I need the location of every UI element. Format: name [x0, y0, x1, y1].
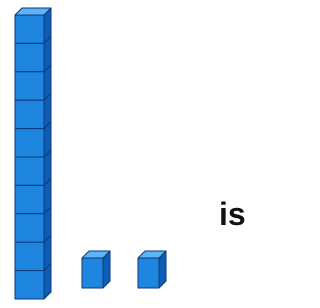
- cube-front: [138, 258, 159, 288]
- cube-front: [15, 157, 44, 185]
- cube-front: [15, 15, 44, 43]
- cube-front: [15, 214, 44, 242]
- base-ten-blocks: is: [0, 0, 268, 308]
- cube-front: [15, 100, 44, 128]
- cubes: [15, 8, 166, 299]
- page: is (() => { const data = JSON.parse(docu…: [0, 0, 268, 308]
- cube-front: [15, 129, 44, 157]
- cube-side: [44, 264, 51, 299]
- caption-word: is: [219, 196, 246, 232]
- cube-front: [15, 72, 44, 100]
- cube-top: [15, 8, 51, 15]
- cube-front: [15, 242, 44, 270]
- cube-front: [82, 258, 103, 288]
- cube-front: [15, 271, 44, 299]
- cube-front: [15, 43, 44, 71]
- cube-front: [15, 185, 44, 213]
